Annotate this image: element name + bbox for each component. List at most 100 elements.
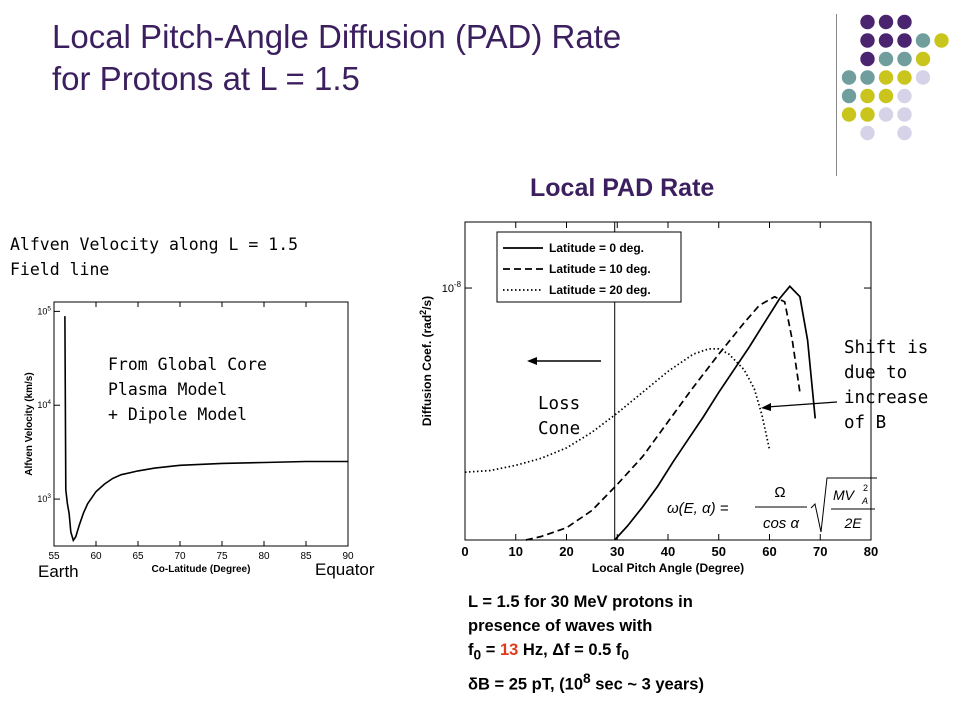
chart2-x-label: Local Pitch Angle (Degree)	[592, 561, 744, 575]
f0-rest: Hz, Δf = 0.5 f	[518, 641, 622, 659]
decorative-dot	[841, 88, 857, 104]
decorative-dot	[860, 14, 875, 30]
decorative-dot-grid	[841, 14, 949, 141]
alfven-velocity-chart: 55 60 65 70 75 80 85 90 103 104 105 Co-Latitude (De…	[24, 301, 354, 575]
decorative-dot	[934, 33, 949, 48]
decorative-divider	[836, 14, 837, 176]
chart1-y-tick-label: 104	[37, 399, 51, 410]
decorative-dot	[915, 33, 931, 48]
chart1-x-tick-label: 70	[174, 551, 186, 562]
shift-arrow	[766, 401, 838, 408]
decorative-dot	[860, 88, 875, 104]
chart1-y-tick-label: 105	[37, 305, 51, 316]
decorative-dot	[897, 33, 912, 48]
chart2-y-label: Diffusion Coef. (rad2/s)	[418, 296, 434, 426]
chart1-alfven-line	[64, 316, 348, 543]
chart1-x-tick-label: 65	[132, 551, 144, 562]
formula-sqrt	[810, 477, 877, 533]
slide-title: Local Pitch-Angle Diffusion (PAD) Rate f…	[52, 16, 621, 100]
equator-label: Equator	[315, 560, 375, 579]
db-text-b: sec ~ 3 years)	[590, 675, 704, 694]
slide-title-line2: for Protons at L = 1.5	[52, 60, 360, 97]
decorative-dot	[860, 33, 875, 48]
earth-label: Earth	[38, 562, 79, 581]
params-line4: δB = 25 pT, (108 sec ~ 3 years)	[468, 667, 704, 697]
decorative-dot	[860, 107, 875, 122]
db-text-a: δB = 25 pT, (10	[468, 675, 584, 694]
decorative-dot	[897, 14, 912, 30]
chart2-x-tick-label: 30	[610, 544, 624, 559]
chart2-x-tick-label: 60	[762, 544, 776, 559]
chart1-y-tick-label: 103	[37, 493, 51, 504]
chart2-legend: Latitude = 0 deg. Latitude = 10 deg. Latit…	[496, 231, 682, 303]
formula-2e: 2E	[843, 515, 862, 531]
decorative-dot	[897, 70, 912, 85]
decorative-dot	[860, 70, 875, 85]
chart1-x-label: Co-Latitude (Degree)	[152, 564, 251, 575]
chart2-series-line-1	[525, 295, 801, 541]
chart2-x-tick-label: 0	[461, 544, 468, 559]
f0-subscript-2: 0	[621, 647, 630, 663]
chart1-x-tick-label: 80	[258, 551, 270, 562]
decorative-dot	[897, 51, 912, 67]
shift-arrowhead	[761, 403, 771, 411]
alfven-caption-line1: Alfven Velocity along L = 1.5	[10, 235, 299, 254]
loss-cone-line2: Cone	[538, 419, 581, 439]
formula-lhs: ω(E, α) =	[667, 500, 729, 517]
chart2-y-tick-label: 10-8	[442, 280, 462, 295]
chart2-legend-label: Latitude = 10 deg.	[549, 262, 651, 276]
decorative-dot	[860, 125, 875, 141]
model-note-line3: + Dipole Model	[108, 405, 248, 424]
params-line2: presence of waves with	[468, 617, 653, 635]
decorative-dot	[878, 14, 894, 30]
chart2-x-tick-label: 20	[559, 544, 573, 559]
chart1-x-tick-label: 85	[300, 551, 312, 562]
decorative-dot	[878, 88, 894, 104]
db-superscript: 8	[583, 671, 591, 687]
chart2-x-tick-label: 40	[661, 544, 675, 559]
chart2-x-tick-label: 70	[813, 544, 827, 559]
f0-equals: =	[481, 641, 500, 659]
chart1-x-tick-label: 90	[342, 551, 354, 562]
chart1-x-tick-label: 55	[48, 551, 60, 562]
shift-note-line1: Shift is	[844, 338, 929, 358]
slide-title-line1: Local Pitch-Angle Diffusion (PAD) Rate	[52, 18, 622, 55]
formula-num: Ω	[774, 484, 785, 501]
decorative-dot	[841, 70, 857, 85]
chart2-x-tick-label: 50	[712, 544, 726, 559]
alfven-caption-line2: Field line	[10, 260, 110, 279]
loss-cone-arrowhead	[527, 357, 537, 365]
f0-symbol: f	[468, 641, 474, 659]
decorative-dot	[878, 33, 894, 48]
shift-note-line3: increase	[844, 388, 929, 408]
loss-cone-line1: Loss	[538, 394, 581, 414]
decorative-dot	[841, 107, 857, 122]
decorative-dot	[878, 107, 894, 122]
params-line1: L = 1.5 for 30 MeV protons in	[468, 593, 693, 611]
formula-den: cos α	[763, 515, 800, 532]
alfven-caption: Alfven Velocity along L = 1.5 Field line	[10, 232, 298, 282]
chart-subtitle: Local PAD Rate	[530, 174, 715, 202]
decorative-dot	[915, 70, 931, 85]
f0-value: 13	[499, 641, 519, 659]
chart1-x-tick-label: 60	[90, 551, 102, 562]
decorative-dot	[878, 70, 894, 85]
f0-subscript: 0	[473, 647, 482, 663]
chart2-x-tick-label: 80	[864, 544, 878, 559]
model-note: From Global Core Plasma Model + Dipole Mod…	[108, 352, 267, 427]
decorative-dot	[897, 88, 912, 104]
chart1-y-label: Alfven Velocity (km/s)	[24, 372, 35, 475]
model-note-line2: Plasma Model	[108, 380, 228, 399]
formula-mv: MV	[833, 487, 856, 503]
model-note-line1: From Global Core	[108, 355, 267, 374]
decorative-dot	[897, 107, 912, 122]
decorative-dot	[878, 51, 894, 67]
decorative-dot	[897, 125, 912, 141]
chart2-legend-label: Latitude = 20 deg.	[549, 283, 651, 297]
shift-note: Shift is due to increase of B	[844, 336, 928, 436]
formula-sub: A	[861, 496, 868, 506]
decorative-dot	[860, 51, 875, 67]
decorative-dot	[915, 51, 931, 67]
